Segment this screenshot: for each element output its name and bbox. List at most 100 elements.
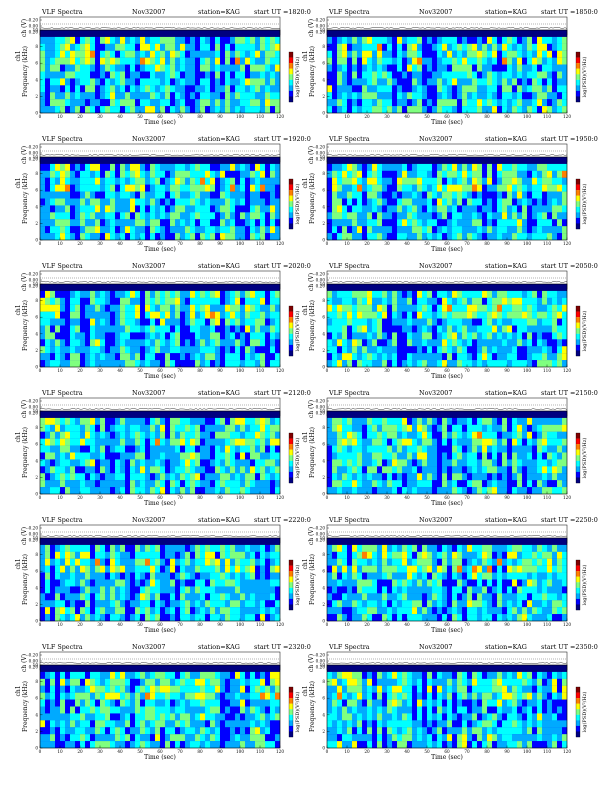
spectrogram-cell <box>185 191 191 199</box>
spectrogram-cell <box>65 473 71 481</box>
spectrogram-cell <box>190 170 196 178</box>
spectrogram-cell <box>275 170 281 178</box>
spectrogram-cell <box>60 99 66 107</box>
spectrogram-cell <box>195 284 201 292</box>
spectrogram-cell <box>387 304 393 312</box>
x-tick-label: 30 <box>384 114 390 119</box>
spectrogram-cell <box>497 339 503 347</box>
spectrogram-cell <box>180 219 186 227</box>
spectrogram-cell <box>422 431 428 439</box>
spectrogram-cell <box>427 452 433 460</box>
spectrogram-cell <box>487 99 493 107</box>
spectrogram-cell <box>497 85 503 93</box>
spectrogram-cell <box>115 163 121 171</box>
spectrogram-cell <box>70 466 76 474</box>
spectrogram-cell <box>110 459 116 467</box>
spectrogram-cell <box>482 480 488 488</box>
spectrogram-cell <box>50 226 56 234</box>
spectrogram-cell <box>362 198 368 206</box>
spectrogram-cell <box>90 57 96 65</box>
spectrogram-cell <box>542 177 548 185</box>
spectrogram-cell <box>140 290 146 298</box>
spectrogram-cell <box>260 318 266 326</box>
spectrogram-cell <box>347 30 353 38</box>
spectrogram-cell <box>105 473 111 481</box>
spectrogram-cell <box>497 36 503 44</box>
spectrogram-cell <box>447 480 453 488</box>
spectrogram-cell <box>342 445 348 453</box>
spectrogram-cell <box>270 417 276 425</box>
spectrogram-cell <box>332 411 338 419</box>
spectrogram-cell <box>432 226 438 234</box>
spectrogram-cell <box>200 346 206 354</box>
spectrogram-cell <box>332 177 338 185</box>
spectrogram-cell <box>357 226 363 234</box>
spectrogram-cell <box>200 411 206 419</box>
spectrogram-cell <box>487 163 493 171</box>
spectrogram-cell <box>260 284 266 292</box>
spectrogram-cell <box>120 424 126 432</box>
spectrogram-cell <box>105 325 111 333</box>
spectrogram-cell <box>517 57 523 65</box>
spectrogram-cell <box>442 346 448 354</box>
spectrogram-cell <box>372 184 378 192</box>
spectrogram-cell <box>230 30 236 38</box>
spectrogram-cell <box>135 157 141 165</box>
spectrogram-cell <box>482 170 488 178</box>
spectrogram-cell <box>40 157 46 165</box>
spectrogram-cell <box>337 163 343 171</box>
spectrogram-cell <box>352 212 358 220</box>
spectrogram-cell <box>180 170 186 178</box>
spectrogram-cell <box>100 325 106 333</box>
spectrogram-cell <box>452 78 458 86</box>
spectrogram-cell <box>432 284 438 292</box>
colorbar-swatch <box>576 344 580 351</box>
spectrogram-cell <box>427 99 433 107</box>
spectrogram-cell <box>392 424 398 432</box>
spectrogram-cell <box>407 157 413 165</box>
x-tick-label: 90 <box>217 241 223 246</box>
spectrogram-cell <box>377 92 383 100</box>
spectrogram-cell <box>397 431 403 439</box>
spectrogram-cell <box>85 212 91 220</box>
spectrogram-cell <box>557 290 563 298</box>
spectrogram-cell <box>412 106 418 114</box>
spectrogram-cell <box>275 459 281 467</box>
spectrogram-cell <box>185 346 191 354</box>
spectrogram-cell <box>372 64 378 72</box>
spectrogram-cell <box>497 106 503 114</box>
spectrogram-cell <box>190 325 196 333</box>
spectrogram-cell <box>557 71 563 79</box>
x-tick-label: 40 <box>117 495 123 500</box>
spectrogram-cell <box>165 71 171 79</box>
spectrogram-cell <box>110 233 116 241</box>
spectrogram-cell <box>387 466 393 474</box>
spectrogram-cell <box>517 219 523 227</box>
spectrogram-cell <box>332 339 338 347</box>
spectrogram-cell <box>220 78 226 86</box>
spectrogram-cell <box>437 353 443 361</box>
spectrogram-cell <box>477 191 483 199</box>
spectrogram-cell <box>195 297 201 305</box>
spectrogram-cell <box>507 198 513 206</box>
spectrogram-cell <box>417 318 423 326</box>
spectrogram-cell <box>347 325 353 333</box>
spectrogram-cell <box>65 424 71 432</box>
spectrogram-cell <box>422 36 428 44</box>
spectrogram-cell <box>422 424 428 432</box>
spectrogram-cell <box>332 184 338 192</box>
spectrogram-cell <box>245 339 251 347</box>
spectrogram-cell <box>270 297 276 305</box>
spectrogram-cell <box>150 297 156 305</box>
spectrogram-cell <box>160 43 166 51</box>
spectrogram-cell <box>377 106 383 114</box>
spectrogram-cell <box>437 459 443 467</box>
spectrogram-cell <box>437 318 443 326</box>
spectrogram-cell <box>367 480 373 488</box>
spectrogram-cell <box>115 452 121 460</box>
spectrogram-cell <box>105 36 111 44</box>
spectrogram-cell <box>80 473 86 481</box>
spectrogram-cell <box>432 212 438 220</box>
spectrogram-cell <box>180 480 186 488</box>
spectrogram-cell <box>402 163 408 171</box>
